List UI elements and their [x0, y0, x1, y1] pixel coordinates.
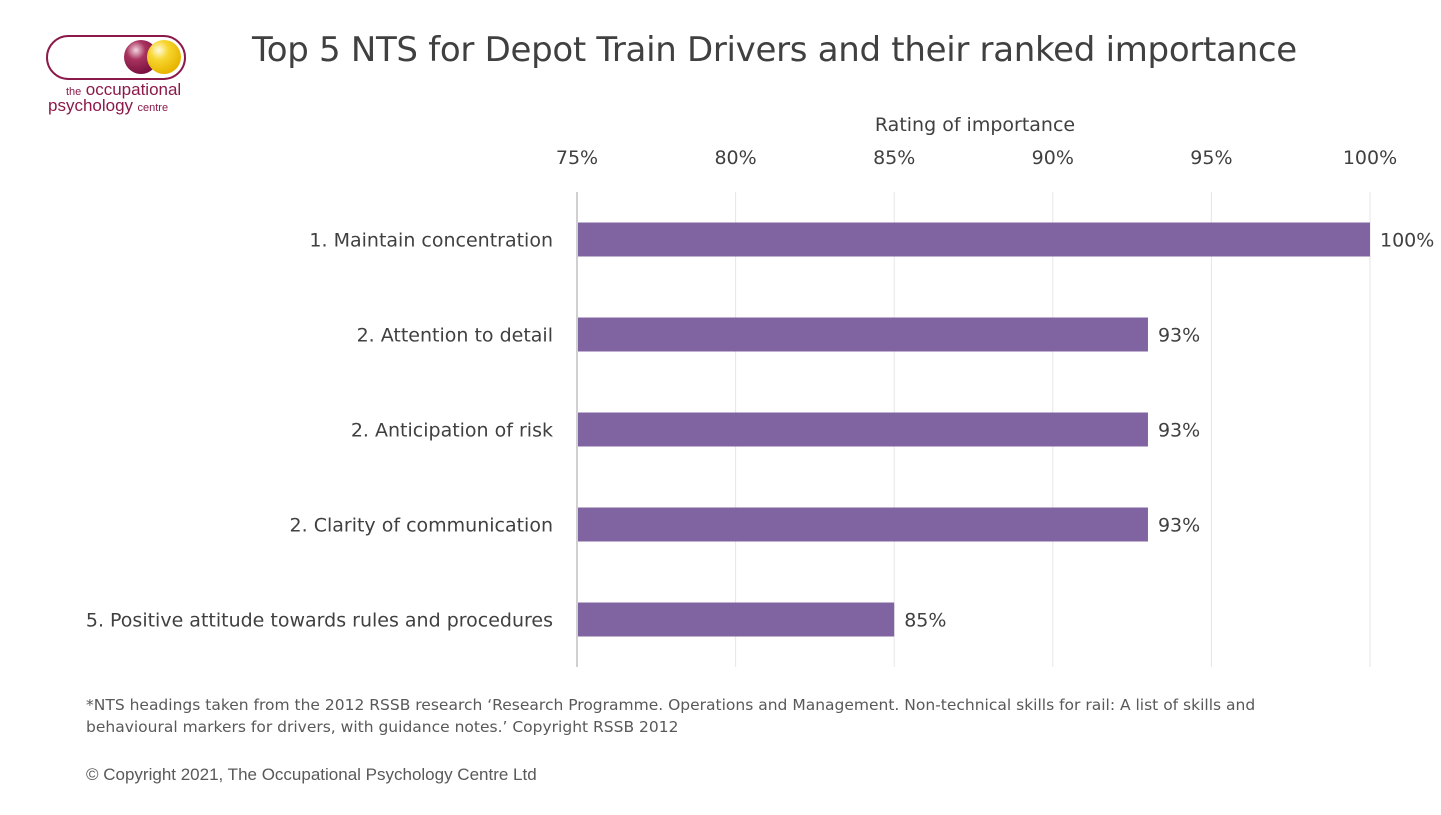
bar-chart: 75% 80% 85% 90% 95% 100% 1. Maintain concentra…	[86, 147, 1434, 667]
copyright: © Copyright 2021, The Occupational Psych…	[86, 765, 537, 784]
x-axis-title: Rating of importance	[874, 114, 1076, 136]
x-tick-label: 85%	[873, 147, 915, 169]
data-label: 85%	[904, 610, 946, 632]
x-tick-label: 95%	[1190, 147, 1232, 169]
category-label: 2. Clarity of communication	[290, 515, 553, 537]
data-label: 93%	[1158, 420, 1200, 442]
logo-graphic	[46, 35, 186, 80]
bar	[578, 317, 1148, 352]
data-label: 100%	[1380, 230, 1434, 252]
chart-title: Top 5 NTS for Depot Train Drivers and th…	[252, 30, 1297, 70]
x-tick-label: 100%	[1343, 147, 1397, 169]
bar	[578, 222, 1370, 257]
x-tick-label: 80%	[714, 147, 756, 169]
bar	[578, 507, 1148, 542]
bar	[578, 412, 1148, 447]
logo-text: occupational	[85, 80, 182, 99]
logo-text: the	[66, 86, 82, 98]
logo-text: psychology	[48, 96, 134, 115]
logo: the occupational psychology centre	[44, 34, 194, 124]
data-label: 93%	[1158, 325, 1200, 347]
category-label: 5. Positive attitude towards rules and p…	[86, 610, 553, 632]
bar	[578, 602, 895, 637]
category-label: 2. Anticipation of risk	[351, 420, 553, 442]
logo-text: centre	[137, 102, 169, 114]
category-label: 1. Maintain concentration	[309, 230, 553, 252]
category-label: 2. Attention to detail	[357, 325, 553, 347]
x-tick-label: 75%	[556, 147, 598, 169]
x-tick-label: 90%	[1032, 147, 1074, 169]
data-label: 93%	[1158, 515, 1200, 537]
footnote: *NTS headings taken from the 2012 RSSB r…	[86, 696, 1256, 736]
